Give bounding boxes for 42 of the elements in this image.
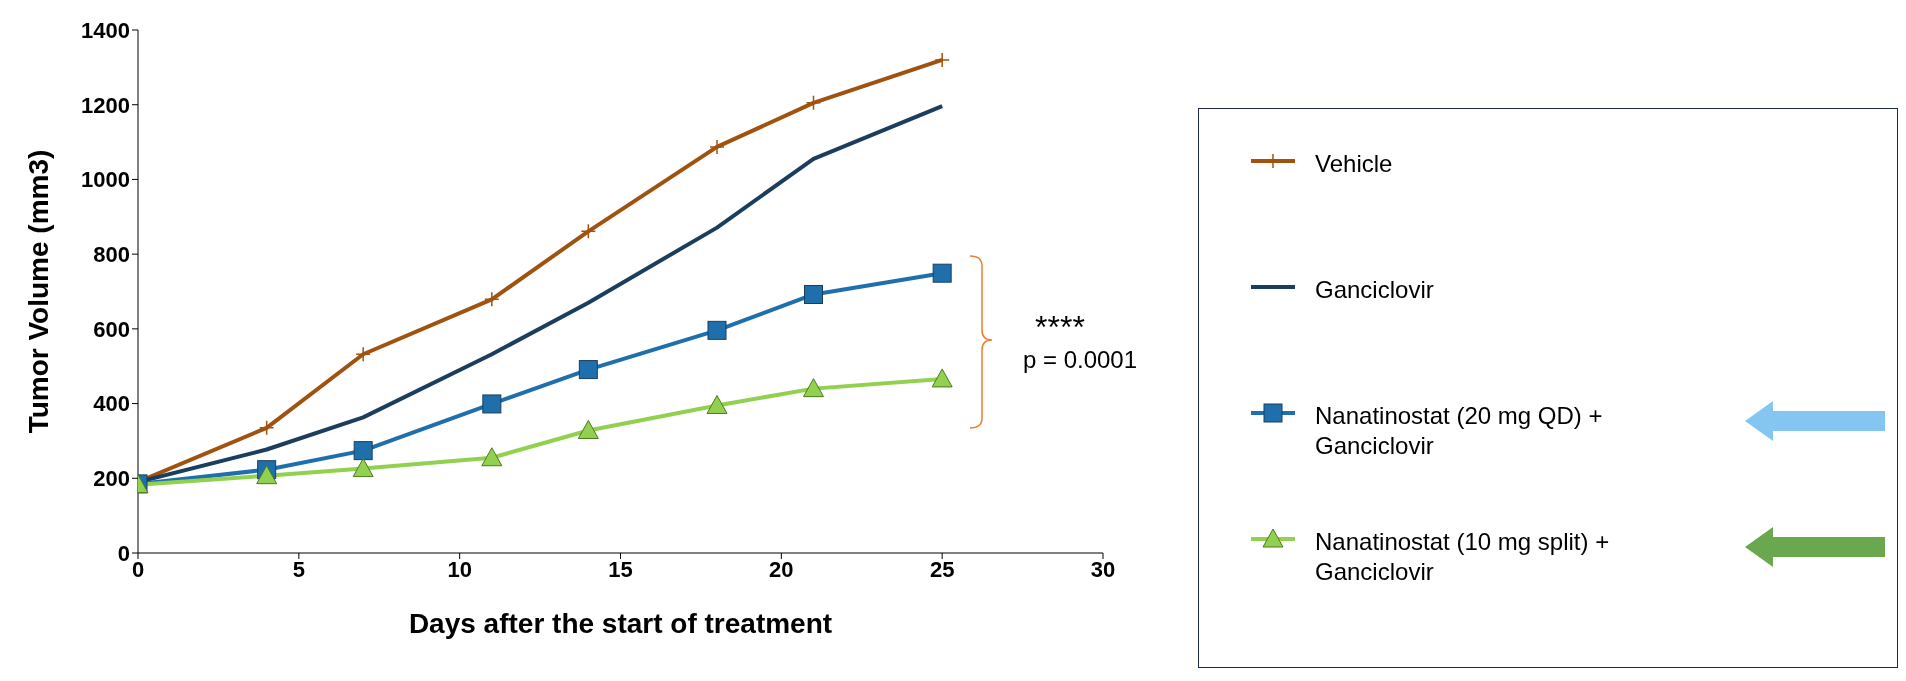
- point: [256, 465, 278, 485]
- y-tick-label: 600: [93, 316, 130, 342]
- point: [355, 346, 371, 363]
- annotation: p = 0.0001: [1022, 346, 1138, 373]
- x-tick-label: 15: [608, 556, 633, 582]
- legend-label: Vehicle: [1315, 149, 1394, 179]
- legend-label: Nanatinostat (10 mg split) + Ganciclovir: [1315, 527, 1611, 587]
- y-tick-label: 1200: [81, 92, 130, 118]
- x-tick-label: 5: [292, 556, 305, 582]
- point: [481, 447, 503, 467]
- y-tick-label: 800: [93, 241, 130, 267]
- point: [580, 223, 597, 240]
- point: [706, 394, 728, 414]
- x-tick-label: 25: [929, 556, 955, 582]
- point: [258, 420, 275, 436]
- y-tick-label: 1000: [81, 167, 130, 193]
- y-tick-label: 0: [117, 540, 130, 566]
- point: [804, 284, 823, 304]
- x-tick-label: 30: [1090, 556, 1116, 582]
- point: [352, 458, 374, 478]
- point: [934, 52, 950, 68]
- x-tick-label: 20: [769, 556, 794, 582]
- y-axis-title: Tumor Volume (mm3): [22, 149, 54, 434]
- x-axis-title: Days after the start of treatment: [408, 608, 833, 639]
- point: [805, 95, 822, 111]
- y-tick-label: 200: [93, 466, 130, 492]
- y-tick-label: 1400: [81, 17, 130, 43]
- annotation: ****: [1035, 309, 1085, 345]
- point: [931, 368, 953, 388]
- point: [932, 263, 952, 283]
- legend-label: Nanatinostat (20 mg QD) + Ganciclovir: [1315, 401, 1604, 461]
- legend-label: Ganciclovir: [1315, 275, 1435, 305]
- point: [577, 419, 599, 439]
- point: [578, 360, 598, 380]
- point: [707, 320, 727, 340]
- point: [709, 139, 725, 155]
- x-tick-label: 10: [447, 556, 472, 582]
- point: [353, 441, 373, 461]
- point: [484, 291, 500, 308]
- point: [482, 394, 502, 414]
- point: [803, 378, 824, 398]
- y-tick-label: 400: [93, 391, 130, 417]
